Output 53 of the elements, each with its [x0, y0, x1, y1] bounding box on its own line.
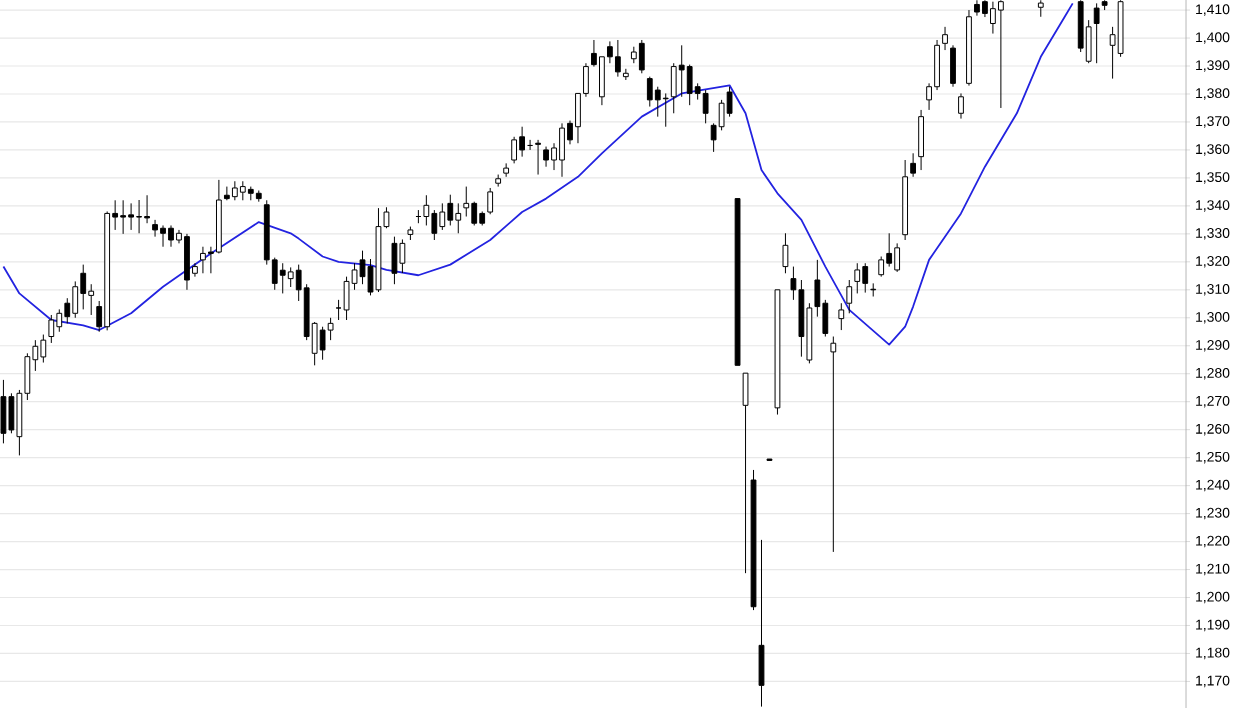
candlestick: [990, 1, 996, 35]
candlestick: [223, 186, 230, 201]
candlestick: [886, 232, 893, 268]
candlestick: [958, 92, 964, 120]
candlestick: [0, 379, 7, 444]
candlestick: [950, 44, 956, 88]
candlestick: [543, 146, 549, 168]
candlestick: [862, 262, 869, 294]
candlestick: [798, 279, 805, 358]
candlestick: [136, 199, 142, 234]
candlestick: [72, 280, 79, 319]
candlestick: [255, 189, 262, 203]
candlestick: [702, 89, 709, 124]
candlestick: [894, 242, 901, 273]
candlestick: [614, 39, 621, 78]
candlestick: [160, 224, 166, 248]
candlestick: [455, 202, 462, 234]
candlestick: [287, 266, 294, 288]
candlestick: [758, 539, 765, 708]
candlestick: [982, 1, 988, 18]
candlestick: [128, 202, 134, 231]
candlestick: [511, 136, 518, 164]
candlestick: [622, 68, 629, 81]
candlestick: [966, 9, 972, 87]
candlestick: [56, 308, 63, 333]
candlestick: [503, 162, 510, 178]
candlestick: [279, 262, 286, 294]
candlestick: [200, 246, 206, 274]
candlestick: [399, 238, 406, 274]
candlestick: [184, 233, 190, 291]
candlestick: [168, 224, 174, 248]
candlestick: [902, 159, 909, 241]
candlestick: [774, 289, 781, 416]
candlestick: [144, 194, 150, 224]
candlestick: [152, 219, 158, 238]
line-series: [2, 2, 1074, 346]
candlestick: [1117, 1, 1124, 58]
candlestick: [120, 199, 127, 235]
candlestick: [910, 152, 917, 178]
candlestick: [559, 122, 565, 178]
candlestick: [942, 26, 948, 51]
candlestick: [670, 62, 677, 114]
candlestick: [734, 198, 741, 366]
candlestick: [375, 207, 382, 293]
candlestick: [750, 469, 757, 611]
candlestick: [535, 139, 541, 176]
candlestick: [997, 1, 1004, 109]
candlestick: [519, 126, 525, 158]
candlestick: [742, 372, 749, 574]
candlestick: [678, 44, 685, 98]
candlestick: [918, 109, 924, 171]
candlestick: [463, 186, 470, 218]
candlestick: [974, 0, 980, 17]
